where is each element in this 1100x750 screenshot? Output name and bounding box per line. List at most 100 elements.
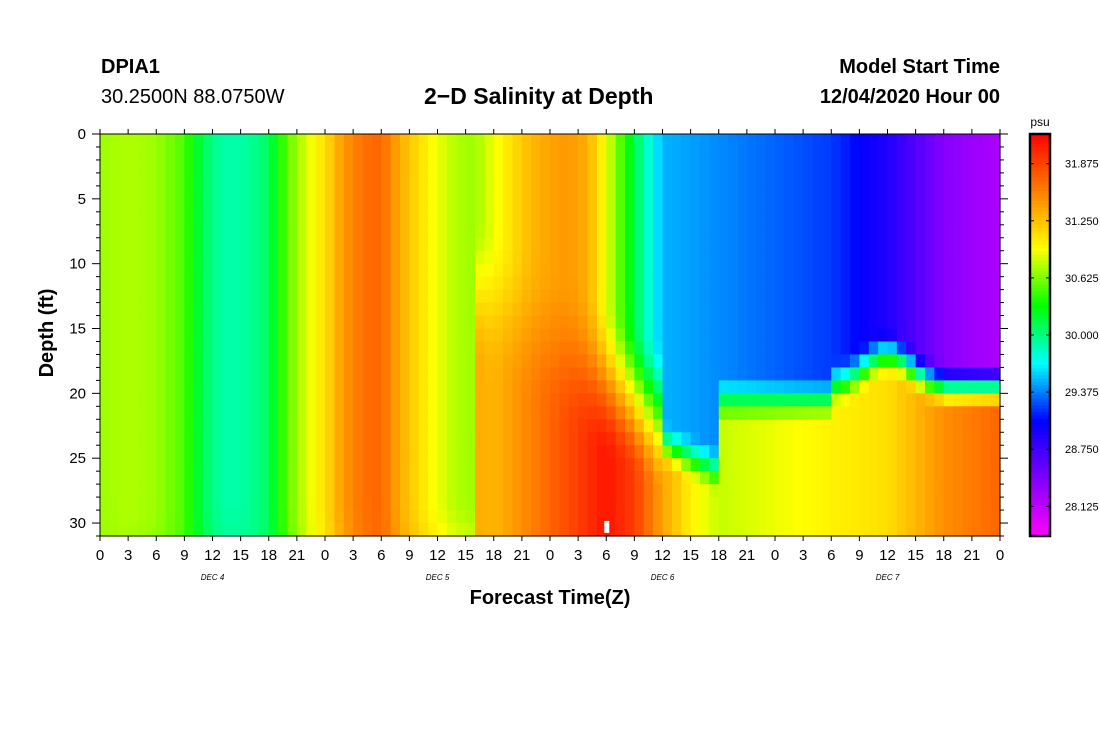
heatmap-cell — [831, 393, 842, 407]
heatmap-cell — [353, 146, 364, 161]
heatmap-cell — [371, 432, 382, 446]
heatmap-cell — [521, 367, 532, 381]
heatmap-cell — [371, 458, 382, 472]
heatmap-cell — [850, 276, 860, 291]
heatmap-cell — [512, 328, 523, 343]
heatmap-cell — [175, 497, 185, 511]
heatmap-cell — [737, 289, 748, 304]
heatmap-cell — [868, 250, 879, 265]
heatmap-cell — [484, 406, 495, 420]
heatmap-cell — [531, 198, 542, 213]
heatmap-cell — [240, 237, 251, 252]
heatmap-cell — [221, 341, 232, 356]
heatmap-cell — [334, 445, 345, 459]
heatmap-cell — [896, 497, 907, 511]
heatmap-cell — [981, 341, 992, 356]
heatmap-cell — [906, 250, 917, 265]
heatmap-cell — [128, 393, 139, 407]
colorbar-segment — [1030, 381, 1050, 386]
heatmap-cell — [475, 198, 485, 213]
heatmap-cell — [231, 159, 242, 174]
heatmap-cell — [334, 237, 345, 252]
heatmap-cell — [728, 172, 739, 187]
x-axis-label: Forecast Time(Z) — [470, 587, 631, 609]
heatmap-cell — [756, 159, 767, 174]
heatmap-cell — [268, 159, 279, 174]
heatmap-cell — [475, 523, 485, 537]
heatmap-cell — [596, 484, 607, 498]
heatmap-cell — [643, 315, 654, 330]
heatmap-cell — [578, 354, 589, 369]
heatmap-cell — [371, 328, 382, 343]
heatmap-cell — [709, 510, 720, 524]
heatmap-cell — [737, 134, 748, 148]
heatmap-cell — [840, 134, 851, 148]
heatmap-cell — [962, 198, 973, 213]
heatmap-cell — [437, 341, 448, 356]
heatmap-cell — [418, 471, 429, 485]
heatmap-cell — [381, 224, 392, 239]
heatmap-cell — [325, 315, 335, 330]
heatmap-cell — [531, 328, 542, 343]
heatmap-cell — [278, 510, 289, 524]
heatmap-cell — [540, 393, 551, 407]
heatmap-cell — [175, 419, 185, 433]
heatmap-cell — [653, 419, 664, 433]
heatmap-cell — [418, 172, 429, 187]
heatmap-cell — [259, 134, 270, 148]
heatmap-cell — [493, 419, 504, 433]
heatmap-cell — [343, 406, 354, 420]
heatmap-cell — [681, 250, 692, 265]
heatmap-cell — [859, 276, 870, 291]
heatmap-cell — [184, 276, 195, 291]
heatmap-cell — [971, 263, 982, 278]
heatmap-cell — [681, 224, 692, 239]
heatmap-cell — [925, 276, 935, 291]
heatmap-cell — [915, 211, 926, 226]
heatmap-cell — [540, 198, 551, 213]
heatmap-cell — [981, 185, 992, 200]
heatmap-cell — [400, 471, 410, 485]
heatmap-cell — [868, 237, 879, 252]
heatmap-cell — [831, 302, 842, 317]
heatmap-cell — [990, 445, 1001, 459]
heatmap-cell — [278, 432, 289, 446]
heatmap-cell — [625, 315, 635, 330]
heatmap-cell — [915, 367, 926, 381]
heatmap-cell — [568, 354, 579, 369]
heatmap-cell — [193, 134, 204, 148]
heatmap-cell — [259, 380, 270, 394]
heatmap-cell — [718, 146, 729, 161]
heatmap-cell — [690, 159, 701, 174]
heatmap-cell — [437, 276, 448, 291]
heatmap-cell — [146, 159, 157, 174]
heatmap-cell — [353, 406, 364, 420]
x-tick-label: 9 — [855, 547, 863, 564]
heatmap-cell — [221, 302, 232, 317]
heatmap-cell — [934, 471, 945, 485]
heatmap-cell — [100, 302, 110, 317]
heatmap-cell — [146, 419, 157, 433]
heatmap-cell — [906, 159, 917, 174]
heatmap-cell — [625, 445, 635, 459]
heatmap-cell — [456, 497, 467, 511]
heatmap-cell — [531, 471, 542, 485]
heatmap-cell — [521, 497, 532, 511]
heatmap-cell — [465, 523, 476, 537]
heatmap-cell — [156, 185, 167, 200]
heatmap-cell — [634, 302, 645, 317]
heatmap-cell — [193, 172, 204, 187]
heatmap-cell — [400, 328, 410, 343]
heatmap-cell — [671, 198, 682, 213]
heatmap-cell — [503, 406, 514, 420]
heatmap-cell — [578, 289, 589, 304]
heatmap-cell — [578, 458, 589, 472]
heatmap-cell — [137, 237, 148, 252]
heatmap-cell — [915, 250, 926, 265]
heatmap-cell — [971, 354, 982, 369]
heatmap-cell — [296, 263, 307, 278]
heatmap-cell — [643, 134, 654, 148]
heatmap-cell — [690, 276, 701, 291]
heatmap-cell — [765, 237, 776, 252]
heatmap-cell — [503, 432, 514, 446]
